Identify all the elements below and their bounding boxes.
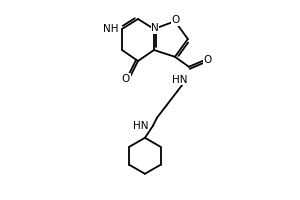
Text: HN: HN: [172, 75, 188, 85]
Text: O: O: [122, 74, 130, 84]
Text: N: N: [151, 23, 159, 33]
Text: O: O: [172, 15, 180, 25]
Text: NH: NH: [103, 24, 119, 34]
Text: HN: HN: [134, 121, 149, 131]
Text: O: O: [204, 55, 212, 65]
